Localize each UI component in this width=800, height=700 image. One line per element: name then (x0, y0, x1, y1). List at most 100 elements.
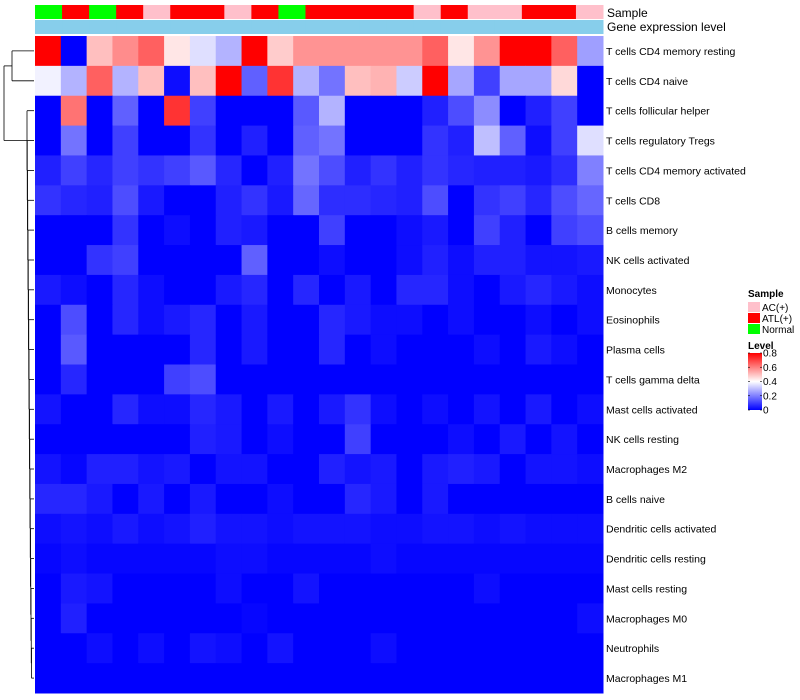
heatmap-cell (189, 513, 217, 545)
heatmap-cell (215, 155, 243, 186)
heatmap-cell (344, 543, 372, 575)
heatmap-cell (448, 483, 475, 515)
row-label: Macrophages M2 (606, 464, 687, 476)
heatmap-cell (112, 454, 139, 485)
heatmap-cells (35, 36, 604, 694)
heatmap-cell (422, 274, 449, 306)
heatmap-cell (86, 394, 113, 425)
sample-annotation-cell (170, 5, 198, 19)
heatmap-cell (396, 36, 423, 67)
legend-level-tick-label: 0.6 (763, 363, 777, 374)
heatmap-cell (422, 394, 449, 425)
heatmap-cell (473, 185, 501, 216)
heatmap-cell (86, 215, 113, 246)
heatmap-cell (396, 274, 423, 306)
heatmap-cell (215, 573, 243, 604)
sample-annotation-cell (35, 5, 63, 19)
heatmap-cell (499, 245, 527, 276)
heatmap-cell (241, 274, 268, 306)
heatmap-cell (473, 65, 501, 97)
row-label: Monocytes (606, 285, 657, 297)
heatmap-cell (189, 155, 217, 186)
sample-annotation-cell (494, 5, 523, 19)
expression-annotation-cell (278, 20, 306, 34)
heatmap-cell (267, 454, 294, 485)
heatmap-cell (396, 364, 423, 395)
heatmap-cell (448, 65, 475, 97)
expression-level-annotation-bar (35, 20, 604, 34)
row-label: T cells CD4 memory activated (606, 165, 746, 177)
heatmap-cell (112, 185, 139, 216)
heatmap-cell (112, 513, 139, 545)
heatmap-cell (577, 185, 604, 216)
heatmap-cell (86, 454, 113, 485)
heatmap-cell (499, 125, 527, 156)
heatmap-cell (267, 215, 294, 246)
heatmap-cell (319, 633, 346, 664)
heatmap-cell (577, 155, 604, 186)
heatmap-cell (396, 185, 423, 216)
row-label: T cells CD4 memory resting (606, 46, 735, 58)
heatmap-cell (344, 215, 372, 246)
heatmap-cell (525, 185, 552, 216)
heatmap-cell (473, 454, 501, 485)
heatmap-cell (215, 304, 243, 336)
sample-annotation-cell (467, 5, 496, 19)
heatmap-cell (112, 65, 139, 97)
heatmap-cell (396, 454, 423, 485)
heatmap-cell (215, 36, 243, 67)
heatmap-cell (35, 185, 62, 216)
heatmap-cell (551, 155, 578, 186)
heatmap-cell (267, 513, 294, 545)
heatmap-cell (112, 245, 139, 276)
heatmap-cell (293, 543, 320, 575)
heatmap-cell (35, 364, 62, 395)
row-label: Neutrophils (606, 643, 659, 655)
heatmap-cell (86, 364, 113, 395)
heatmap-cell (473, 573, 501, 604)
heatmap-cell (189, 245, 217, 276)
heatmap-cell (577, 364, 604, 395)
heatmap-cell (215, 215, 243, 246)
heatmap-cell (499, 394, 527, 425)
heatmap-cell (551, 245, 578, 276)
heatmap-cell (499, 633, 527, 664)
heatmap-cell (60, 185, 88, 216)
heatmap-cell (60, 65, 88, 97)
heatmap-cell (499, 274, 527, 306)
heatmap-cell (422, 603, 449, 634)
heatmap-cell (112, 334, 139, 365)
heatmap-cell (370, 215, 397, 246)
row-label: T cells CD8 (606, 195, 660, 207)
heatmap-cell (60, 573, 88, 604)
heatmap-cell (344, 65, 372, 97)
heatmap-cell (422, 36, 449, 67)
row-label: Dendritic cells activated (606, 524, 716, 536)
heatmap-cell (551, 513, 578, 545)
heatmap-cell (319, 304, 346, 336)
heatmap-cell (422, 364, 449, 395)
heatmap-cell (164, 603, 191, 634)
heatmap-cell (370, 304, 397, 336)
heatmap-cell (60, 245, 88, 276)
expression-annotation-cell (35, 20, 63, 34)
heatmap-cell (215, 245, 243, 276)
heatmap-cell (60, 483, 88, 515)
heatmap-cell (86, 274, 113, 306)
heatmap-cell (448, 513, 475, 545)
heatmap-cell (86, 185, 113, 216)
expression-annotation-cell (251, 20, 279, 34)
heatmap-cell (138, 603, 165, 634)
heatmap-cell (293, 155, 320, 186)
heatmap-cell (396, 603, 423, 634)
heatmap-cell (344, 424, 372, 455)
heatmap-cell (293, 274, 320, 306)
heatmap-cell (112, 125, 139, 156)
heatmap-cell (551, 663, 578, 694)
heatmap-cell (164, 663, 191, 694)
heatmap-cell (189, 215, 217, 246)
heatmap-cell (577, 274, 604, 306)
heatmap-cell (396, 513, 423, 545)
heatmap-cell (60, 274, 88, 306)
heatmap-cell (241, 573, 268, 604)
